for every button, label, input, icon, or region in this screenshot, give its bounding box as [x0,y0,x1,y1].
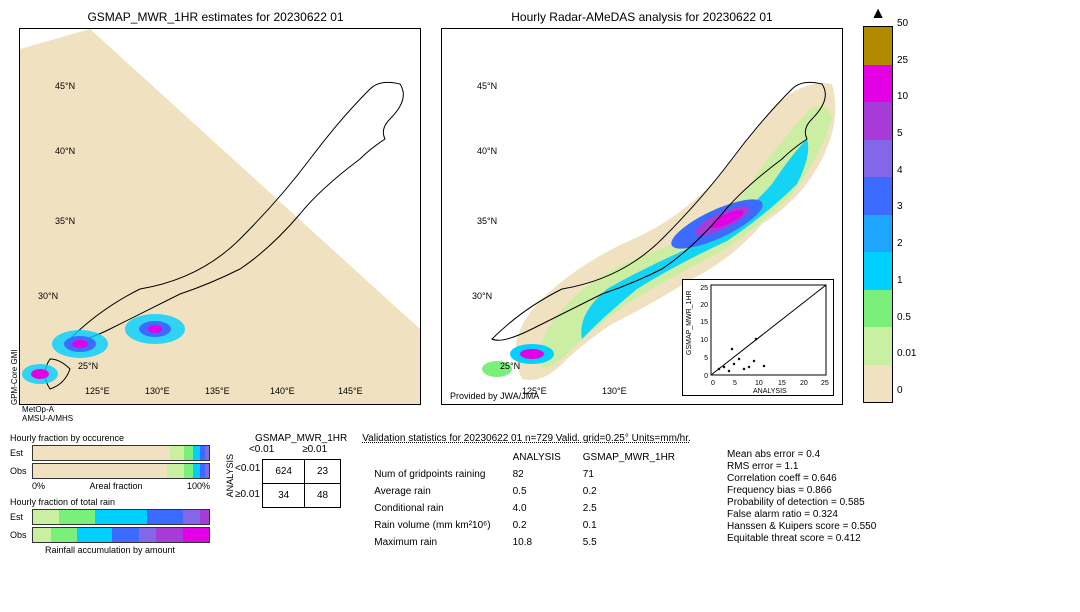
svg-text:145°E: 145°E [338,386,363,396]
svg-text:0: 0 [711,380,715,387]
bar-obs-total [32,527,210,543]
svg-text:45°N: 45°N [55,81,75,91]
colorbar-arrow: ▲ [863,10,893,18]
right-map-title: Hourly Radar-AMeDAS analysis for 2023062… [441,10,843,24]
svg-text:25°N: 25°N [500,361,520,371]
svg-text:15: 15 [778,380,786,387]
stats-table: ANALYSISGSMAP_MWR_1HR Num of gridpoints … [362,448,687,552]
svg-text:130°E: 130°E [602,386,627,396]
colorbar-wrap: ▲ 502510543210.50.010 [863,10,916,423]
svg-text:25: 25 [700,285,708,292]
svg-text:45°N: 45°N [477,81,497,91]
fraction-bars: Hourly fraction by occurence Est Obs 0% … [10,433,210,555]
svg-text:35°N: 35°N [55,216,75,226]
svg-text:10: 10 [755,380,763,387]
svg-text:25°N: 25°N [78,361,98,371]
score-list: Mean abs error = 0.4 RMS error = 1.1 Cor… [727,448,876,552]
sat-label-bottom: MetOp-A AMSU-A/MHS [22,405,421,423]
svg-text:40°N: 40°N [477,146,497,156]
accum-title: Rainfall accumulation by amount [10,545,210,555]
svg-text:0: 0 [704,373,708,380]
svg-text:ANALYSIS: ANALYSIS [753,388,787,395]
left-map-wrap: GSMAP_MWR_1HR estimates for 20230622 01 … [10,10,421,423]
stats-title: Validation statistics for 20230622 01 n=… [362,433,876,444]
svg-text:40°N: 40°N [55,146,75,156]
svg-text:35°N: 35°N [477,216,497,226]
provider-label: Provided by JWA/JMA [450,391,539,401]
totalrain-title: Hourly fraction of total rain [10,497,210,507]
left-map-title: GSMAP_MWR_1HR estimates for 20230622 01 [10,10,421,24]
left-map: 45°N 40°N 35°N 30°N 25°N 125°E 130°E 135… [19,28,421,405]
svg-text:5: 5 [704,355,708,362]
bar-est-occurence [32,445,210,461]
svg-text:130°E: 130°E [145,386,170,396]
colorbar-labels: 502510543210.50.010 [897,18,916,396]
svg-text:20: 20 [800,380,808,387]
contingency-table-block: GSMAP_MWR_1HR ANALYSIS <0.01 ≥0.01 <0.01… [225,433,347,508]
svg-text:135°E: 135°E [205,386,230,396]
colorbar [863,26,893,403]
contingency-table: 62423 3448 [262,459,341,508]
svg-text:140°E: 140°E [270,386,295,396]
svg-text:125°E: 125°E [85,386,110,396]
occurence-title: Hourly fraction by occurence [10,433,210,443]
svg-text:10: 10 [700,337,708,344]
svg-text:GSMAP_MWR_1HR: GSMAP_MWR_1HR [686,290,693,355]
svg-text:15: 15 [700,319,708,326]
sat-label-left: GPM-Core GMI [10,28,19,405]
svg-text:30°N: 30°N [472,291,492,301]
validation-stats: Validation statistics for 20230622 01 n=… [362,433,876,552]
right-map: 45°N 40°N 35°N 30°N 25°N 125°E 130°E 135… [441,28,843,405]
svg-text:30°N: 30°N [38,291,58,301]
bar-est-total [32,509,210,525]
bar-obs-occurence [32,463,210,479]
svg-text:5: 5 [733,380,737,387]
svg-text:25: 25 [821,380,829,387]
right-map-wrap: Hourly Radar-AMeDAS analysis for 2023062… [441,10,843,423]
scatter-inset: 0 5 10 15 20 25 0 5 10 15 20 25 ANALYSIS… [682,279,834,396]
svg-text:20: 20 [700,302,708,309]
